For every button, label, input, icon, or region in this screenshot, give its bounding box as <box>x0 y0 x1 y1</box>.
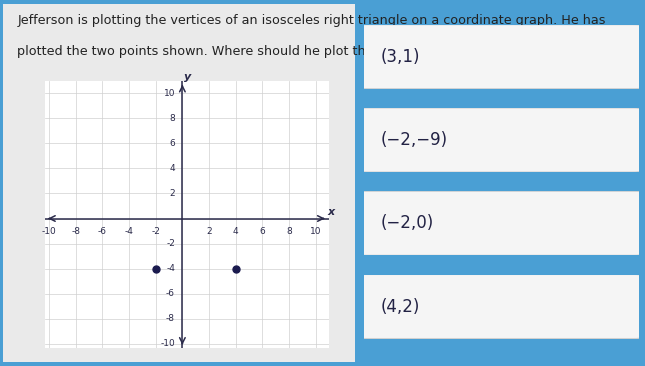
Text: plotted the two points shown. Where should he plot the third point?: plotted the two points shown. Where shou… <box>17 45 451 58</box>
FancyBboxPatch shape <box>0 0 362 366</box>
Text: (−2,−9): (−2,−9) <box>381 131 448 149</box>
FancyBboxPatch shape <box>353 191 645 255</box>
FancyBboxPatch shape <box>353 108 645 172</box>
Text: -8: -8 <box>72 227 80 236</box>
Text: (−2,0): (−2,0) <box>381 214 434 232</box>
Text: 4: 4 <box>170 164 175 173</box>
Text: (3,1): (3,1) <box>381 48 421 66</box>
Text: -4: -4 <box>166 264 175 273</box>
Text: 6: 6 <box>169 139 175 148</box>
Text: 8: 8 <box>286 227 292 236</box>
Text: 10: 10 <box>310 227 321 236</box>
FancyBboxPatch shape <box>353 274 645 339</box>
Text: 8: 8 <box>169 114 175 123</box>
Text: 2: 2 <box>206 227 212 236</box>
Text: 6: 6 <box>259 227 265 236</box>
Text: -10: -10 <box>161 339 175 348</box>
Text: -8: -8 <box>166 314 175 323</box>
Text: 4: 4 <box>233 227 239 236</box>
Text: -10: -10 <box>42 227 57 236</box>
Text: Jefferson is plotting the vertices of an isosceles right triangle on a coordinat: Jefferson is plotting the vertices of an… <box>17 14 606 27</box>
Text: 10: 10 <box>164 89 175 98</box>
Text: -6: -6 <box>166 289 175 298</box>
Text: -2: -2 <box>166 239 175 248</box>
Text: 2: 2 <box>170 189 175 198</box>
FancyBboxPatch shape <box>353 25 645 89</box>
Text: y: y <box>184 72 192 82</box>
Text: (4,2): (4,2) <box>381 298 421 315</box>
Text: x: x <box>328 207 335 217</box>
Text: -4: -4 <box>124 227 134 236</box>
Text: -2: -2 <box>152 227 160 236</box>
Text: -6: -6 <box>98 227 107 236</box>
